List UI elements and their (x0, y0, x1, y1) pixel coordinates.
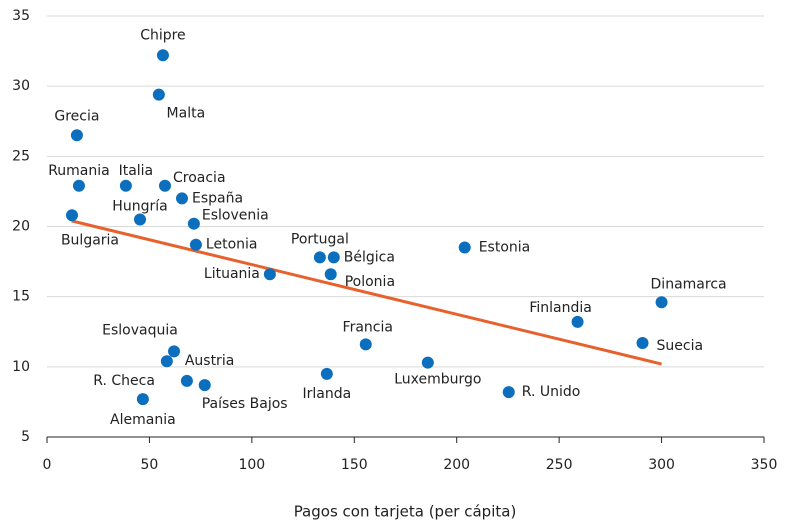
y-tick-label: 25 (12, 148, 30, 164)
point (263, 268, 276, 281)
point (636, 336, 649, 349)
point-label: Suecia (657, 338, 704, 354)
point (502, 386, 515, 399)
point-label: Croacia (173, 170, 226, 186)
point (180, 374, 193, 387)
point (152, 88, 165, 101)
point (65, 209, 78, 222)
point-label: Países Bajos (202, 396, 288, 412)
point (655, 296, 668, 309)
point (168, 345, 181, 358)
point-label: Chipre (140, 27, 186, 43)
point (198, 379, 211, 392)
point (421, 356, 434, 369)
point-label: Luxemburgo (394, 372, 481, 388)
point (176, 192, 189, 205)
point-label: Francia (343, 319, 393, 335)
point-label: Bulgaria (61, 232, 119, 248)
point-label: Lituania (204, 266, 260, 282)
point-label: Portugal (291, 231, 349, 247)
point-label: Estonia (479, 240, 531, 256)
y-tick-label: 30 (12, 78, 30, 94)
point (70, 129, 83, 142)
x-tick-label: 300 (648, 457, 675, 473)
point-label: Rumania (48, 163, 110, 179)
y-tick-label: 15 (12, 289, 30, 305)
x-tick-label: 250 (546, 457, 573, 473)
trend-line (71, 219, 662, 366)
point (136, 393, 149, 406)
point-label: Bélgica (344, 249, 395, 265)
point-label: Irlanda (302, 386, 351, 402)
point (458, 241, 471, 254)
point (187, 217, 200, 230)
point (189, 238, 202, 251)
point-label: Hungría (112, 198, 167, 214)
point (313, 251, 326, 264)
point-label: Italia (119, 163, 154, 179)
point-label: Alemania (110, 412, 176, 428)
point-label: Finlandia (529, 300, 592, 316)
point (320, 367, 333, 380)
point-label: R. Unido (522, 384, 581, 400)
point (160, 355, 173, 368)
y-tick-label: 35 (12, 8, 30, 24)
point-label: Eslovenia (202, 208, 269, 224)
point (119, 179, 132, 192)
point-label: España (192, 190, 243, 206)
point (359, 338, 372, 351)
point (134, 213, 147, 226)
point (571, 315, 584, 328)
point-label: Polonia (345, 274, 395, 290)
point (327, 251, 340, 264)
point-label: Grecia (54, 108, 99, 124)
y-tick-label: 5 (21, 429, 30, 445)
x-tick-label: 50 (141, 457, 159, 473)
point-label: Dinamarca (651, 276, 727, 292)
x-tick-label: 0 (43, 457, 52, 473)
point-label: Letonia (206, 237, 258, 253)
point-label: Eslovaquia (102, 322, 178, 338)
x-tick-label: 350 (751, 457, 778, 473)
point (324, 268, 337, 281)
point (156, 49, 169, 62)
y-tick-label: 20 (12, 219, 30, 235)
x-tick-label: 150 (341, 457, 368, 473)
x-tick-label: 100 (238, 457, 265, 473)
x-tick-label: 200 (443, 457, 470, 473)
y-tick-label: 10 (12, 359, 30, 375)
point-label: Austria (185, 353, 234, 369)
x-axis-label: Pagos con tarjeta (per cápita) (294, 503, 517, 521)
point-label: R. Checa (93, 373, 155, 389)
point (158, 179, 171, 192)
point-label: Malta (167, 106, 206, 122)
point (72, 179, 85, 192)
